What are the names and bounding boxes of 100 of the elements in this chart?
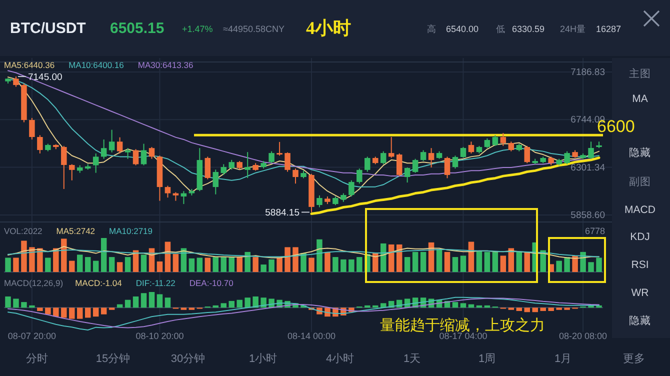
bar <box>252 296 258 308</box>
bar <box>37 308 43 311</box>
bar <box>21 240 27 272</box>
bar <box>516 252 522 272</box>
bar <box>21 302 27 308</box>
series-label: MACD:-1.04 <box>75 278 122 288</box>
bar <box>348 259 354 272</box>
text: DEA:-10.70 <box>189 278 234 288</box>
text: 1月 <box>554 353 572 365</box>
text: 30分钟 <box>170 353 206 365</box>
bar <box>164 298 171 308</box>
bar <box>84 257 91 272</box>
text: 1小时 <box>248 352 278 365</box>
y-tick-label: 6301.34 <box>570 162 605 174</box>
bar <box>228 300 234 308</box>
bar <box>292 247 298 272</box>
annotation: 量能趋于缩减，上攻之力 <box>380 317 545 334</box>
text: RSI <box>631 259 649 271</box>
candlestick <box>564 150 570 165</box>
bar <box>372 252 378 272</box>
bar <box>92 308 99 317</box>
bar <box>524 252 530 272</box>
bar <box>108 257 115 272</box>
candlestick <box>148 146 155 160</box>
text: MA10:6400.16 <box>68 60 124 70</box>
text: DIF:-11.22 <box>136 278 176 288</box>
bar <box>244 298 250 308</box>
text: 副图 <box>629 176 651 188</box>
candlestick <box>124 148 131 160</box>
bar <box>236 300 242 308</box>
candlestick <box>428 148 434 168</box>
bar <box>196 258 203 272</box>
series-label: MA5:6440.36 <box>4 60 55 70</box>
text: MA30:6413.36 <box>138 60 194 70</box>
bar <box>77 254 83 272</box>
bar <box>452 302 458 308</box>
candlestick <box>364 156 370 172</box>
candlestick <box>508 141 514 152</box>
candlestick <box>444 156 450 179</box>
text: BTC/USDT <box>10 20 86 37</box>
candlestick <box>468 141 474 154</box>
bar <box>524 308 530 312</box>
text: 隐藏 <box>629 146 651 159</box>
bar <box>556 260 562 272</box>
bar <box>69 308 75 319</box>
candlestick <box>13 76 19 88</box>
bar <box>500 256 506 272</box>
bar <box>412 252 418 272</box>
bar <box>164 242 171 272</box>
bar <box>188 258 195 272</box>
candlestick <box>588 141 594 160</box>
bar <box>596 258 602 272</box>
text: +1.47% <box>182 24 213 34</box>
bar <box>324 252 330 272</box>
bar <box>404 257 410 272</box>
bar <box>124 300 131 308</box>
candlestick <box>388 136 394 158</box>
candlestick <box>356 168 362 184</box>
candlestick <box>108 129 115 153</box>
bar <box>244 252 250 272</box>
bar <box>5 258 11 272</box>
bar <box>492 252 498 272</box>
bar <box>53 248 59 272</box>
bar <box>220 303 227 308</box>
bar <box>204 258 211 272</box>
bar <box>540 250 546 272</box>
bar <box>116 262 123 272</box>
candlestick <box>524 145 530 164</box>
candlestick <box>140 143 147 166</box>
bar <box>356 257 362 272</box>
bar <box>29 305 35 308</box>
text: 主图 <box>629 67 651 80</box>
candlestick <box>220 164 227 176</box>
bar <box>340 259 346 272</box>
candlestick <box>460 146 466 158</box>
bar <box>484 252 490 272</box>
bar <box>156 261 163 272</box>
text: 4小时 <box>306 18 351 38</box>
bar <box>460 303 466 308</box>
bar <box>69 260 75 272</box>
bar <box>228 257 234 272</box>
text: 6778 <box>584 226 605 236</box>
bar <box>140 254 147 272</box>
candlestick <box>69 164 75 181</box>
candlestick <box>268 150 274 164</box>
bar <box>516 308 522 311</box>
bar <box>92 260 99 272</box>
bar <box>540 308 546 311</box>
bar <box>61 308 67 318</box>
candlestick <box>492 134 498 146</box>
bar <box>29 247 35 272</box>
bar <box>444 252 450 272</box>
legend-title: MACD(12,26,9) <box>4 278 64 288</box>
x-tick-label: 08-20 08:00 <box>559 331 608 341</box>
candlestick <box>276 141 282 156</box>
bar <box>124 257 131 272</box>
text: WR <box>631 287 650 299</box>
bar <box>220 257 227 272</box>
bar <box>77 308 83 319</box>
text: 更多 <box>623 353 645 365</box>
